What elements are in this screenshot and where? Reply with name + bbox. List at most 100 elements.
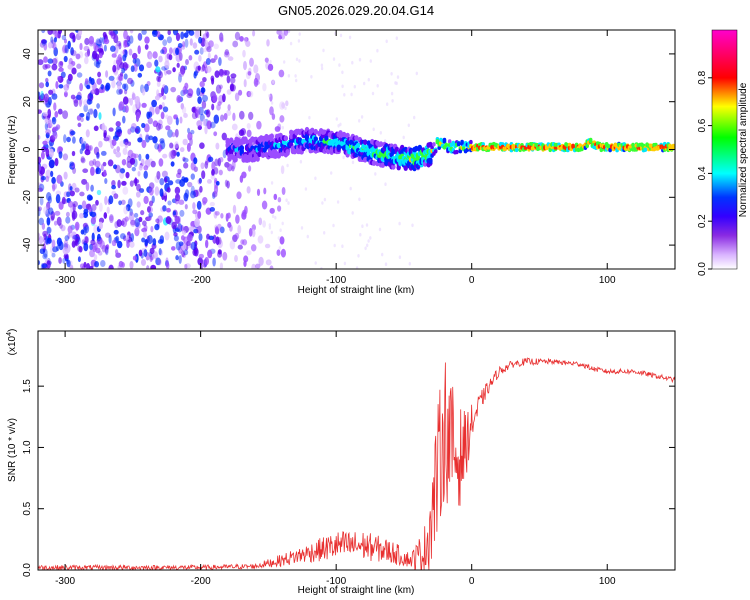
spectrogram-cell [339, 122, 342, 127]
spectrogram-cell [188, 55, 193, 61]
spectrogram-cell [81, 178, 88, 185]
spectrogram-cell [174, 47, 180, 55]
spectrogram-cell [366, 243, 369, 248]
spectrogram-cell [129, 241, 135, 248]
spectrogram-cell [361, 224, 364, 228]
spectrogram-cell [298, 32, 301, 36]
spectrogram-cell [378, 227, 382, 232]
spectrogram-cell [177, 43, 183, 48]
spectrogram-cell [93, 254, 98, 261]
spectrogram-cell [135, 111, 141, 119]
spectrogram-cell [58, 146, 64, 152]
spectrogram-cell [180, 65, 186, 75]
spectrogram-cell [278, 246, 281, 250]
spectrogram-cell [72, 235, 78, 240]
spectrogram-cell [45, 77, 49, 83]
spectrogram-cell [62, 110, 69, 119]
spectrogram-cell [153, 251, 158, 260]
spectrogram-cell [95, 199, 99, 206]
spectrogram-cell [415, 155, 421, 161]
spectrogram-cell [204, 160, 209, 169]
spectrogram-cell [111, 179, 116, 187]
spectrogram-cell [150, 264, 157, 269]
spectrogram-cell [186, 142, 191, 152]
spectrogram-cell [151, 99, 157, 108]
spectrogram-cell [358, 119, 361, 123]
spectrogram-cell [240, 239, 245, 245]
spectrogram-cell [38, 187, 43, 193]
spectrogram-cell [113, 148, 117, 155]
spectrogram-cell [226, 163, 233, 172]
spectrogram-cell [78, 30, 83, 37]
spectrogram-cell [222, 251, 228, 261]
spectrogram-cell [55, 194, 61, 204]
spectrogram-cell [69, 264, 74, 269]
spectrogram-cell [186, 240, 191, 247]
spectrogram-cell [174, 186, 181, 195]
spectrogram-cell [178, 73, 182, 83]
spectrogram-cell [63, 38, 68, 44]
colorbar-gradient [711, 29, 738, 270]
spectrogram-cell [197, 125, 202, 131]
spectrogram-cell [182, 138, 188, 146]
spectrogram-cell [181, 106, 187, 114]
spectrogram-cell [359, 232, 362, 237]
spectrogram-cell [66, 259, 71, 268]
spectrogram-cell [192, 202, 196, 210]
spectrogram-cell [246, 90, 252, 98]
spectrogram-cell [130, 219, 136, 226]
spectrogram-cell [154, 106, 160, 115]
spectrogram-cell [179, 209, 185, 217]
spectrogram-cell [175, 255, 179, 261]
spectrogram-cell [287, 74, 291, 78]
spectrogram-cell [355, 142, 361, 149]
spectrogram-cell [206, 178, 212, 184]
spectrogram-cell [274, 215, 277, 220]
spectrogram-cell [54, 30, 59, 39]
spectrogram-cell [210, 58, 216, 63]
spectrogram-cell [159, 188, 164, 197]
spectrogram-cell [125, 171, 130, 179]
spectrogram-cell [268, 94, 271, 98]
spectrogram-cell [91, 203, 97, 212]
spectrogram-cell [273, 193, 278, 201]
spectrogram-cell [181, 230, 187, 235]
spectrogram-cell [202, 196, 208, 204]
spectrogram-cell [190, 173, 195, 180]
spectrogram-cell [184, 264, 188, 269]
spectrogram-cell [227, 221, 232, 228]
spectrogram-cell [83, 45, 90, 52]
spectrogram-cell [351, 211, 354, 215]
spectrogram-cell [163, 85, 169, 95]
spectrogram-cell [242, 49, 246, 58]
spectrogram-cell [588, 138, 593, 144]
spectrogram-cell [90, 77, 95, 86]
spectrogram-cell [58, 61, 64, 68]
spectrogram-cell [40, 243, 45, 249]
spectrogram-cell [95, 53, 100, 62]
spectrogram-cell [130, 233, 135, 242]
spectrogram-cell [51, 116, 57, 125]
spectrogram-cell [258, 256, 264, 266]
spectrogram-cell [51, 252, 56, 258]
spectrogram-cell [170, 161, 175, 167]
spectrogram-cell [183, 32, 189, 38]
spectrogram-cell [123, 83, 129, 92]
spectrogram-cell [58, 150, 63, 159]
spectrogram-cell [206, 46, 212, 53]
spectrogram-cell [116, 88, 123, 95]
spectrogram-cell [116, 146, 121, 153]
spectrogram-cell [178, 52, 183, 61]
spectrogram-cell [167, 30, 171, 36]
spectrogram-cell [198, 233, 203, 241]
spectrogram-cell [116, 63, 121, 71]
spectrogram-cell [129, 157, 136, 165]
spectrogram-y-tick-label: 0 [22, 146, 33, 152]
spectrogram-cell [118, 42, 122, 50]
spectrogram-cell [144, 83, 149, 93]
spectrogram-cell [152, 136, 158, 144]
spectrogram-cell [220, 114, 225, 122]
spectrogram-cell [310, 127, 315, 134]
spectrogram-cell [213, 184, 219, 195]
spectrogram-cell [243, 60, 247, 71]
